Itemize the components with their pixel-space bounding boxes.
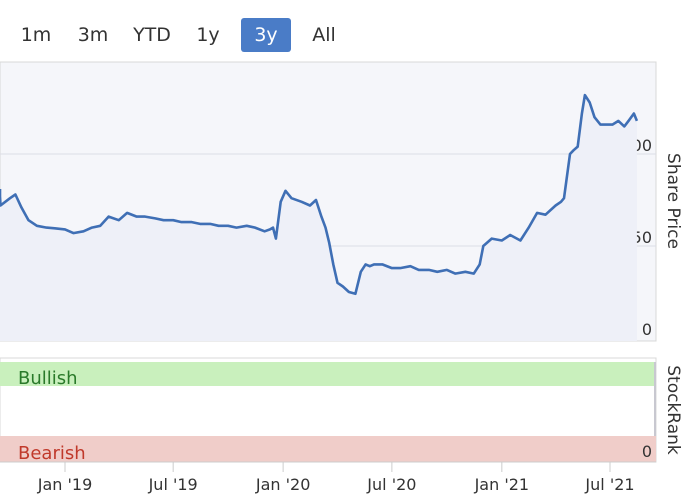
x-axis-ticks: Jan '19 Jul '19 Jan '20 Jul '20 Jan '21 Jul '… [37,462,635,494]
bearish-label: Bearish [18,443,86,464]
range-button-1y[interactable]: 1y [196,24,220,46]
x-tick-label-2: Jan '20 [255,475,311,494]
price-area-fill [0,95,637,341]
x-tick-label-0: Jan '19 [37,475,93,494]
bullish-band [0,362,656,386]
price-line [0,93,639,296]
bearish-band [0,436,656,462]
bullish-label: Bullish [18,368,78,389]
y-axis-title-stockrank: StockRank [663,365,683,455]
price-y-tick-0: 0 [642,320,652,339]
y-axis-title-share-price: Share Price [663,153,683,249]
range-button-3y[interactable]: 3y [241,18,291,52]
range-button-1m[interactable]: 1m [20,24,52,46]
range-button-ytd[interactable]: YTD [133,24,171,46]
x-tick-label-5: Jul '21 [584,475,634,494]
range-button-3m[interactable]: 3m [77,24,109,46]
x-tick-label-3: Jul '20 [366,475,416,494]
range-button-all[interactable]: All [312,24,336,46]
range-selector: 1m 3m YTD 1y 3y All [0,0,699,60]
x-tick-label-4: Jan '21 [474,475,530,494]
stockrank-y-tick-0: 0 [642,442,652,461]
x-tick-label-1: Jul '19 [148,475,198,494]
